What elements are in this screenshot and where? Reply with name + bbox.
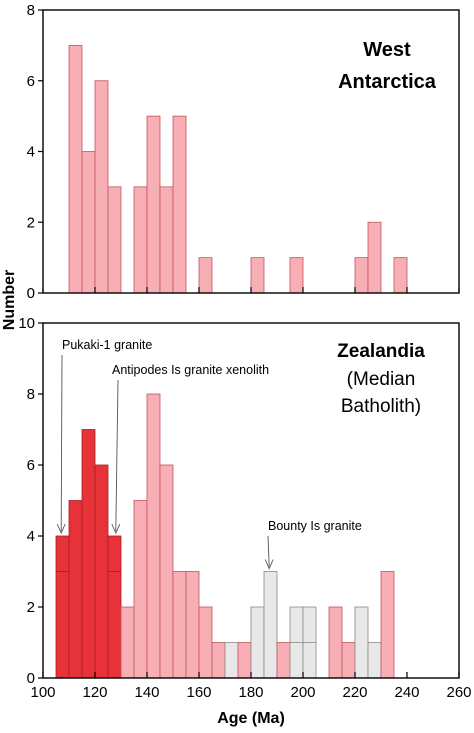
histogram-bar bbox=[341, 642, 356, 679]
histogram-bar bbox=[263, 571, 278, 679]
histogram-bar bbox=[289, 257, 304, 294]
x-tick-label: 180 bbox=[238, 684, 263, 701]
histogram-bar bbox=[133, 500, 148, 679]
x-tick-label: 260 bbox=[446, 684, 471, 701]
histogram-bar bbox=[146, 393, 161, 679]
annotation-arrow-line bbox=[115, 379, 119, 532]
panel-title-line: West bbox=[363, 39, 411, 61]
histogram-bar bbox=[367, 642, 382, 679]
histogram-bar bbox=[172, 115, 187, 294]
histogram-bar bbox=[393, 257, 408, 294]
y-tick-label: 10 bbox=[18, 315, 35, 332]
histogram-bar bbox=[250, 606, 265, 679]
y-axis-label: Number bbox=[1, 270, 18, 330]
histogram-bar bbox=[94, 80, 109, 294]
histogram-bar bbox=[354, 257, 369, 294]
histogram-bar bbox=[81, 429, 96, 679]
histogram-bar bbox=[81, 151, 96, 294]
x-tick-label: 240 bbox=[394, 684, 419, 701]
histogram-bar bbox=[68, 500, 83, 679]
x-tick-label: 160 bbox=[186, 684, 211, 701]
x-axis-label: Age (Ma) bbox=[217, 710, 285, 727]
x-tick-label: 120 bbox=[82, 684, 107, 701]
histogram-bar bbox=[380, 571, 395, 679]
x-tick-label: 140 bbox=[134, 684, 159, 701]
y-tick-label: 2 bbox=[27, 214, 35, 231]
y-tick-label: 2 bbox=[27, 599, 35, 616]
histogram-bar bbox=[120, 606, 135, 679]
y-tick-label: 8 bbox=[27, 386, 35, 403]
histogram-bar bbox=[237, 642, 252, 679]
histogram-bar bbox=[211, 642, 226, 679]
y-tick-label: 4 bbox=[27, 528, 35, 545]
annotation-arrow-head bbox=[264, 559, 274, 570]
y-tick-label: 4 bbox=[27, 144, 35, 161]
histogram-bar bbox=[133, 186, 148, 294]
histogram-bar bbox=[159, 464, 174, 679]
histogram-bar bbox=[107, 535, 122, 679]
histogram-bar bbox=[224, 642, 239, 679]
y-tick-label: 6 bbox=[27, 73, 35, 90]
histogram-bar bbox=[159, 186, 174, 294]
histogram-bar bbox=[94, 464, 109, 679]
histogram-bar bbox=[55, 535, 70, 679]
x-tick-label: 100 bbox=[30, 684, 55, 701]
histogram-bar bbox=[367, 221, 382, 294]
histogram-bar bbox=[198, 257, 213, 294]
y-tick-label: 8 bbox=[27, 2, 35, 19]
histogram-bar bbox=[146, 115, 161, 294]
x-tick-label: 200 bbox=[290, 684, 315, 701]
y-tick-label: 0 bbox=[27, 285, 35, 302]
histogram-bar bbox=[107, 186, 122, 294]
zealandia-panel: 0 2 4 6 8 10 100 120 140 160 180 200 220 240 260 Zealan… bbox=[18, 315, 471, 701]
annotation-label: Pukaki-1 granite bbox=[62, 338, 152, 352]
histogram-bar bbox=[68, 44, 83, 294]
west-antarctica-panel: 0 2 4 6 8 West Antarctica bbox=[27, 2, 460, 302]
histogram-bar bbox=[354, 606, 369, 679]
x-tick-label: 220 bbox=[342, 684, 367, 701]
annotation-label: Bounty Is granite bbox=[268, 519, 362, 533]
panel-title-line: Zealandia bbox=[337, 341, 425, 362]
panel-title-line: Antarctica bbox=[338, 71, 437, 93]
annotation-arrow-line bbox=[267, 535, 270, 567]
panel-title-line: (Median bbox=[347, 369, 416, 390]
panel-title-line: Batholith) bbox=[341, 396, 421, 417]
histogram-bar bbox=[172, 571, 187, 679]
histogram-bar bbox=[276, 642, 291, 679]
histogram-bar bbox=[198, 606, 213, 679]
annotation-label: Antipodes Is granite xenolith bbox=[112, 363, 269, 377]
annotation-arrow-head bbox=[56, 523, 66, 535]
annotation-arrow-line bbox=[60, 354, 63, 532]
annotation-arrow-head bbox=[111, 523, 121, 535]
y-tick-label: 0 bbox=[27, 670, 35, 687]
histogram-bar bbox=[328, 606, 343, 679]
histogram-bar bbox=[185, 571, 200, 679]
histogram-bar bbox=[250, 257, 265, 294]
y-tick-label: 6 bbox=[27, 457, 35, 474]
